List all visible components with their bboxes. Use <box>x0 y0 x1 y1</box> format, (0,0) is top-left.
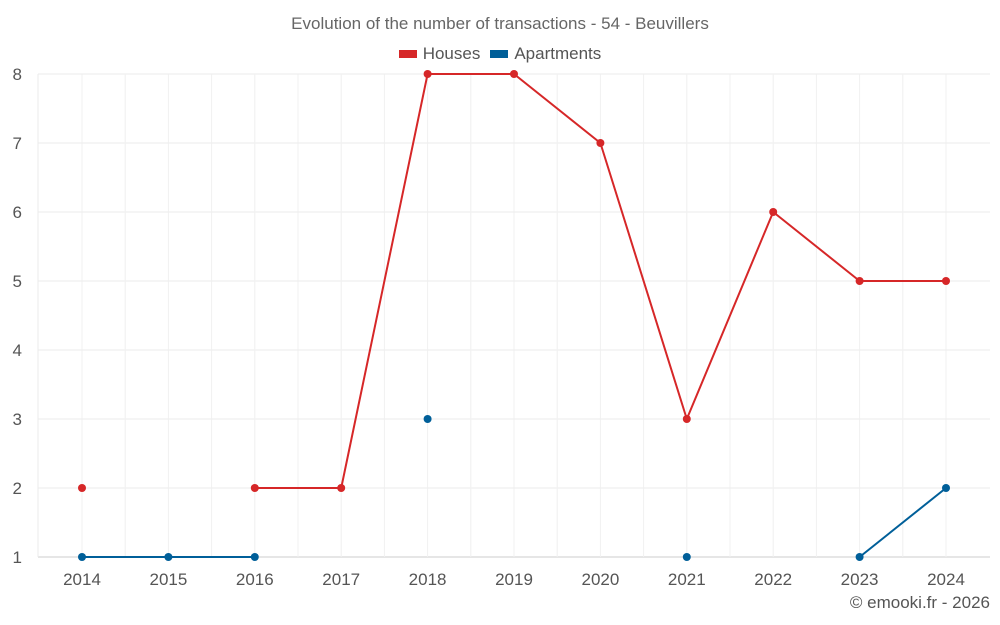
data-point-apartments <box>682 553 691 561</box>
x-tick-label: 2014 <box>63 570 101 589</box>
series-line-houses <box>685 211 775 420</box>
data-point-houses <box>682 415 691 423</box>
chart-legend: Houses Apartments <box>0 44 1000 64</box>
legend-label-apartments: Apartments <box>514 44 602 63</box>
x-tick-label: 2016 <box>236 570 274 589</box>
y-tick-label: 1 <box>13 548 22 567</box>
data-point-houses <box>250 484 259 492</box>
data-point-houses <box>942 277 950 285</box>
data-point-apartments <box>423 415 432 423</box>
y-tick-label: 2 <box>13 479 22 498</box>
y-tick-label: 6 <box>13 203 22 222</box>
data-point-houses <box>423 70 432 78</box>
series-line-houses <box>599 142 688 420</box>
y-tick-label: 8 <box>13 65 22 84</box>
series-line-houses <box>513 73 602 144</box>
legend-swatch-houses <box>398 50 417 58</box>
data-point-houses <box>78 484 86 492</box>
y-tick-label: 5 <box>13 272 22 291</box>
x-tick-label: 2019 <box>495 570 533 589</box>
legend-swatch-apartments <box>490 50 509 58</box>
data-point-apartments <box>78 553 86 561</box>
data-point-apartments <box>250 553 259 561</box>
y-tick-label: 3 <box>13 410 22 429</box>
x-tick-label: 2021 <box>668 570 706 589</box>
data-point-apartments <box>164 553 173 561</box>
data-point-apartments <box>855 553 864 561</box>
x-tick-label: 2024 <box>927 570 965 589</box>
x-tick-label: 2020 <box>581 570 619 589</box>
legend-item-apartments[interactable]: Apartments <box>490 44 601 64</box>
data-point-houses <box>855 277 864 285</box>
x-tick-label: 2017 <box>322 570 360 589</box>
data-point-houses <box>337 484 346 492</box>
y-tick-label: 7 <box>13 134 22 153</box>
legend-label-houses: Houses <box>422 44 481 63</box>
data-point-houses <box>769 208 778 216</box>
x-tick-label: 2015 <box>149 570 187 589</box>
series-line-houses <box>340 73 429 489</box>
legend-item-houses[interactable]: Houses <box>398 44 481 64</box>
series-line-houses <box>772 211 861 282</box>
x-tick-label: 2018 <box>409 570 447 589</box>
data-point-apartments <box>942 484 950 492</box>
credit-text: © emooki.fr - 2026 <box>849 593 990 612</box>
x-tick-label: 2023 <box>841 570 879 589</box>
data-point-houses <box>510 70 518 78</box>
chart-title: Evolution of the number of transactions … <box>291 14 709 33</box>
y-tick-label: 4 <box>13 341 22 360</box>
series-line-apartments <box>858 487 947 558</box>
data-point-houses <box>596 139 605 147</box>
x-tick-label: 2022 <box>754 570 792 589</box>
